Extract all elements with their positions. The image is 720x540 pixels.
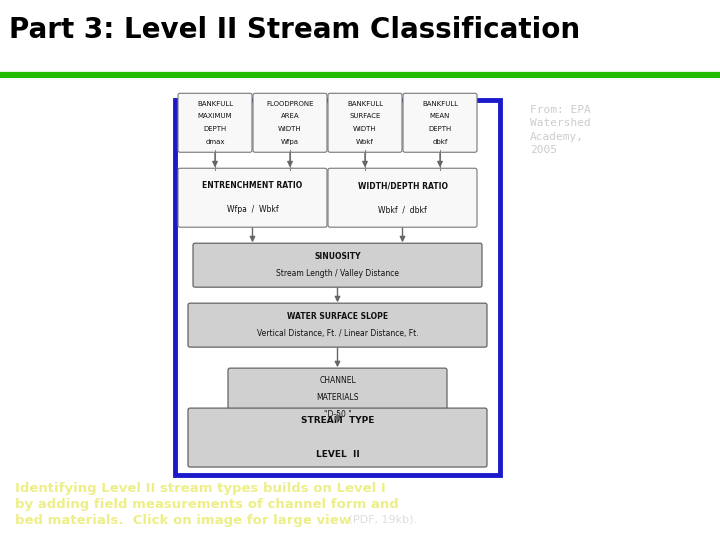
Text: dbkf: dbkf — [432, 139, 448, 145]
FancyBboxPatch shape — [175, 100, 500, 475]
Text: Vertical Distance, Ft. / Linear Distance, Ft.: Vertical Distance, Ft. / Linear Distance… — [257, 329, 418, 339]
Text: "D-50 ": "D-50 " — [323, 410, 351, 418]
Text: BANKFULL: BANKFULL — [422, 100, 458, 106]
Text: WIDTH/DEPTH RATIO: WIDTH/DEPTH RATIO — [358, 181, 448, 190]
Text: SINUOSITY: SINUOSITY — [314, 252, 361, 261]
FancyBboxPatch shape — [178, 93, 252, 152]
FancyBboxPatch shape — [188, 303, 487, 347]
Text: MAXIMUM: MAXIMUM — [198, 113, 233, 119]
Text: by adding field measurements of channel form and: by adding field measurements of channel … — [15, 498, 399, 511]
Text: BANKFULL: BANKFULL — [197, 100, 233, 106]
Text: bed materials.  Click on image for large view: bed materials. Click on image for large … — [15, 514, 351, 527]
Text: WIDTH: WIDTH — [278, 126, 302, 132]
Text: BANKFULL: BANKFULL — [347, 100, 383, 106]
Text: From: EPA
Watershed
Academy,
2005: From: EPA Watershed Academy, 2005 — [530, 105, 590, 155]
Text: CHANNEL: CHANNEL — [319, 376, 356, 386]
Text: (PDF, 19kb).: (PDF, 19kb). — [345, 514, 417, 524]
Text: SURFACE: SURFACE — [349, 113, 381, 119]
FancyBboxPatch shape — [228, 368, 447, 427]
FancyBboxPatch shape — [403, 93, 477, 152]
Text: WIDTH: WIDTH — [354, 126, 377, 132]
FancyBboxPatch shape — [328, 168, 477, 227]
Text: FLOODPRONE: FLOODPRONE — [266, 100, 314, 106]
Text: Wbkf: Wbkf — [356, 139, 374, 145]
Text: dmax: dmax — [205, 139, 225, 145]
Text: Stream Length / Valley Distance: Stream Length / Valley Distance — [276, 269, 399, 278]
Text: WATER SURFACE SLOPE: WATER SURFACE SLOPE — [287, 312, 388, 321]
Text: Wfpa  /  Wbkf: Wfpa / Wbkf — [227, 205, 279, 214]
FancyBboxPatch shape — [178, 168, 327, 227]
FancyBboxPatch shape — [253, 93, 327, 152]
FancyBboxPatch shape — [328, 93, 402, 152]
Text: MATERIALS: MATERIALS — [316, 393, 359, 402]
Text: STREAM  TYPE: STREAM TYPE — [301, 416, 374, 426]
Text: ENTRENCHMENT RATIO: ENTRENCHMENT RATIO — [202, 181, 302, 190]
FancyBboxPatch shape — [188, 408, 487, 467]
Text: Part 3: Level II Stream Classification: Part 3: Level II Stream Classification — [9, 16, 580, 44]
Text: AREA: AREA — [281, 113, 300, 119]
Text: DEPTH: DEPTH — [428, 126, 451, 132]
Text: MEAN: MEAN — [430, 113, 450, 119]
Text: Wbkf  /  dbkf: Wbkf / dbkf — [378, 205, 427, 214]
Text: Wfpa: Wfpa — [281, 139, 299, 145]
Text: LEVEL  II: LEVEL II — [315, 450, 359, 458]
Text: Identifying Level II stream types builds on Level I: Identifying Level II stream types builds… — [15, 482, 386, 495]
FancyBboxPatch shape — [193, 243, 482, 287]
Text: DEPTH: DEPTH — [203, 126, 227, 132]
